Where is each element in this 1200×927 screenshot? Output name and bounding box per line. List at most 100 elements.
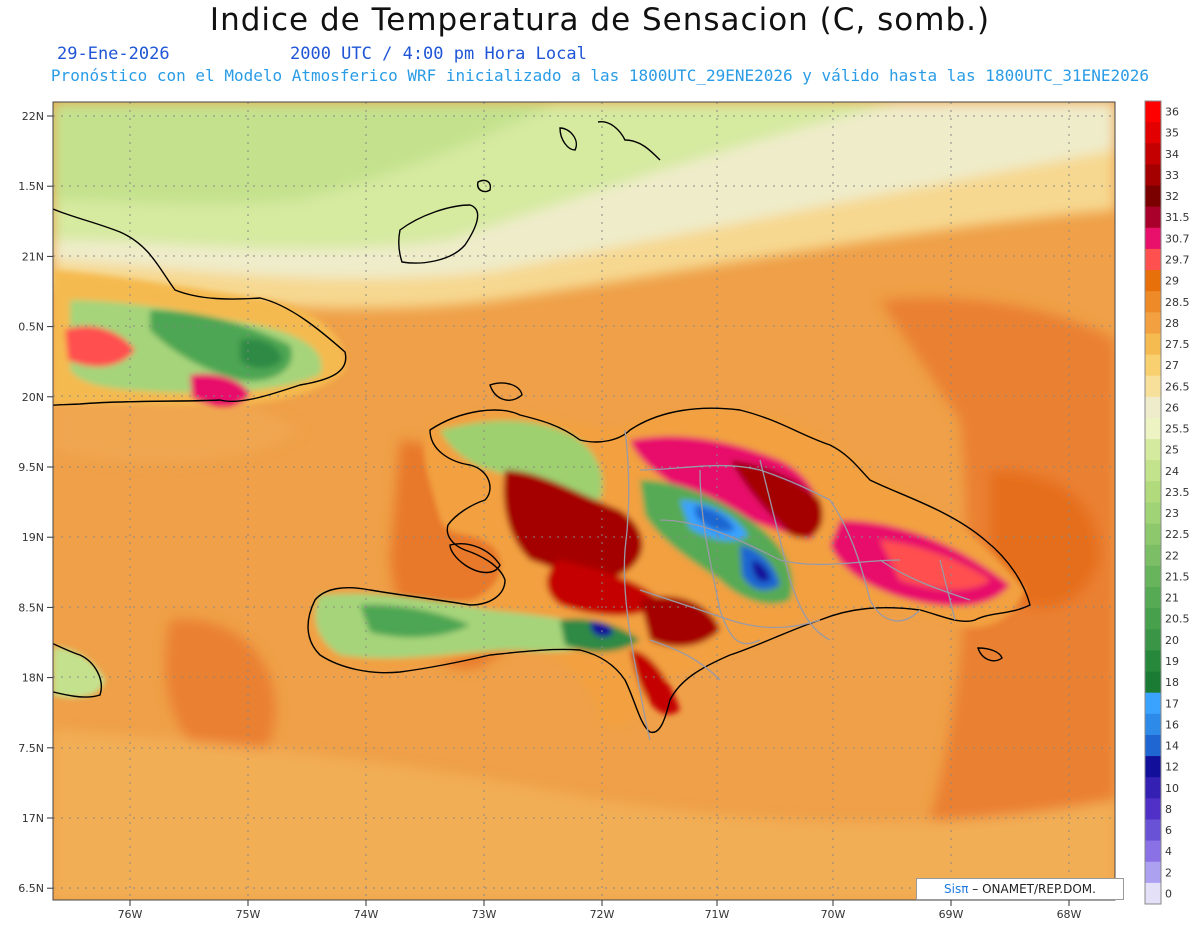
colorbar-label: 28.5 [1165,296,1190,309]
colorbar-swatch [1145,565,1161,588]
colorbar-swatch [1145,734,1161,757]
colorbar-label: 29.7 [1165,253,1190,266]
colorbar-swatch [1145,650,1161,673]
lat-label: 18N [22,672,44,685]
colorbar-label: 25.5 [1165,423,1190,436]
colorbar-swatch [1145,629,1161,651]
colorbar-label: 25 [1165,444,1179,457]
colorbar-label: 24 [1165,465,1179,478]
colorbar-swatch [1145,819,1161,842]
lon-label: 71W [705,908,730,921]
colorbar-swatch [1145,333,1161,356]
colorbar-swatch [1145,798,1161,820]
province-borders [623,429,971,741]
colorbar-swatch [1145,206,1161,229]
colorbar-label: 2 [1165,866,1172,879]
colorbar-label: 0 [1165,887,1172,900]
lat-label: 19N [22,531,44,544]
colorbar-label: 23 [1165,507,1179,520]
colorbar-swatch [1145,587,1161,609]
colorbar-label: 6 [1165,824,1172,837]
lat-label: 6.5N [18,882,44,895]
colorbar-label: 16 [1165,718,1179,731]
sispi-brand-text: Sis [944,882,962,896]
credit-text: ONAMET/REP.DOM. [978,882,1096,896]
lat-label: 7.5N [18,742,44,755]
colorbar-label: 17 [1165,697,1179,710]
colorbar-swatch [1145,101,1161,123]
colorbar-swatch [1145,354,1161,377]
colorbar-swatch [1145,164,1161,187]
colorbar-swatch [1145,227,1161,250]
sispi-logo: Sisπ [944,882,968,896]
forecast-date: 29-Ene-2026 [57,44,170,64]
lat-label: 21N [22,250,44,263]
colorbar-label: 27 [1165,359,1179,372]
lat-label: 0.5N [18,321,44,334]
colorbar-swatch [1145,460,1161,482]
pi-symbol: π [961,882,969,896]
colorbar-swatch [1145,608,1161,630]
lat-label: 17N [22,812,44,825]
lon-label: 76W [118,908,143,921]
colorbar-swatch [1145,291,1161,313]
colorbar-label: 36 [1165,106,1179,119]
colorbar-label: 34 [1165,148,1179,161]
colorbar-label: 22.5 [1165,528,1190,541]
lon-label: 74W [354,908,379,921]
colorbar: 363534333231.530.729.72928.52827.52726.5… [1144,100,1190,905]
colorbar-swatch [1145,861,1161,884]
lon-label: 69W [939,908,964,921]
grid-lines [53,102,1115,900]
colorbar-swatch [1145,375,1161,398]
colorbar-label: 19 [1165,655,1179,668]
colorbar-label: 14 [1165,740,1179,753]
lat-label: 8.5N [18,601,44,614]
lon-label: 68W [1057,908,1082,921]
colorbar-label: 12 [1165,761,1179,774]
colorbar-label: 31.5 [1165,211,1190,224]
colorbar-label: 27.5 [1165,338,1190,351]
colorbar-frame [1144,100,1162,905]
colorbar-swatch [1145,840,1161,863]
model-description: Pronóstico con el Modelo Atmosferico WRF… [50,66,1150,85]
colorbar-swatch [1145,396,1161,419]
colorbar-swatch [1145,481,1161,503]
colorbar-label: 30.7 [1165,232,1190,245]
lon-label: 72W [590,908,615,921]
colorbar-label: 22 [1165,549,1179,562]
colorbar-swatch [1145,692,1161,715]
colorbar-label: 28 [1165,317,1179,330]
colorbar-swatch [1145,270,1161,292]
colorbar-label: 21.5 [1165,570,1190,583]
colorbar-label: 20 [1165,634,1179,647]
lat-label: 22N [22,110,44,123]
lat-label: 1.5N [18,180,44,193]
lon-label: 70W [821,908,846,921]
lon-label: 73W [472,908,497,921]
colorbar-swatch [1145,122,1161,144]
colorbar-label: 35 [1165,127,1179,140]
credit-badge: Sisπ – ONAMET/REP.DOM. [916,878,1124,900]
colorbar-swatch [1145,143,1161,165]
field-layer [53,102,1115,900]
colorbar-label: 26 [1165,401,1179,414]
map-title: Indice de Temperatura de Sensacion (C, s… [209,2,991,38]
colorbar-swatch [1145,713,1161,736]
colorbar-swatch [1145,777,1161,799]
colorbar-label: 23.5 [1165,486,1190,499]
colorbar-swatch [1145,248,1161,271]
colorbar-label: 20.5 [1165,613,1190,626]
longitude-axis: 76W 75W 74W 73W 72W 71W 70W 69W 68W [118,900,1082,921]
colorbar-label: 10 [1165,782,1179,795]
colorbar-swatch [1145,671,1161,694]
colorbar-swatch [1145,882,1161,905]
latitude-axis: 22N 1.5N 21N 0.5N 20N 9.5N 19N 8.5N 18N 7.5N 17N 6.… [18,110,53,895]
colorbar-label: 21 [1165,592,1179,605]
colorbar-swatch [1145,502,1161,525]
colorbar-swatch [1145,312,1161,334]
colorbar-label: 33 [1165,169,1179,182]
lon-label: 75W [236,908,261,921]
lat-label: 9.5N [18,461,44,474]
